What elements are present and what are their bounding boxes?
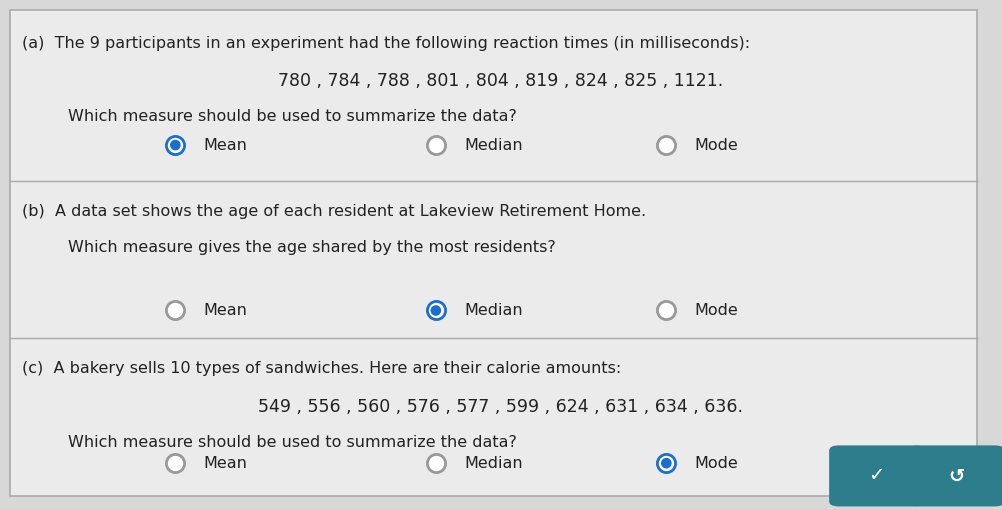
Text: Mode: Mode (694, 456, 738, 471)
Text: (b)  A data set shows the age of each resident at Lakeview Retirement Home.: (b) A data set shows the age of each res… (22, 204, 646, 218)
Text: ↺: ↺ (949, 466, 965, 486)
Point (167, 459, 183, 467)
Point (658, 459, 674, 467)
Point (167, 141, 183, 149)
Text: Median: Median (464, 137, 523, 153)
Point (658, 141, 674, 149)
Point (428, 141, 444, 149)
Text: 780 , 784 , 788 , 801 , 804 , 819 , 824 , 825 , 1121.: 780 , 784 , 788 , 801 , 804 , 819 , 824 … (279, 72, 723, 90)
Text: (a)  The 9 participants in an experiment had the following reaction times (in mi: (a) The 9 participants in an experiment … (22, 36, 750, 50)
Text: Mean: Mean (203, 303, 247, 318)
Point (428, 459, 444, 467)
Text: ✓: ✓ (869, 466, 885, 486)
Text: Median: Median (464, 303, 523, 318)
Text: (c)  A bakery sells 10 types of sandwiches. Here are their calorie amounts:: (c) A bakery sells 10 types of sandwiche… (22, 361, 621, 376)
Point (658, 459, 674, 467)
Text: Mean: Mean (203, 456, 247, 471)
Text: Mode: Mode (694, 137, 738, 153)
Text: Which measure should be used to summarize the data?: Which measure should be used to summariz… (68, 435, 517, 449)
Point (428, 306, 444, 315)
FancyBboxPatch shape (909, 445, 1002, 506)
Point (167, 141, 183, 149)
Text: Median: Median (464, 456, 523, 471)
FancyBboxPatch shape (10, 10, 977, 496)
Text: 549 , 556 , 560 , 576 , 577 , 599 , 624 , 631 , 634 , 636.: 549 , 556 , 560 , 576 , 577 , 599 , 624 … (259, 398, 743, 416)
Point (658, 306, 674, 315)
Point (167, 306, 183, 315)
Text: Which measure gives the age shared by the most residents?: Which measure gives the age shared by th… (68, 240, 556, 255)
FancyBboxPatch shape (829, 445, 924, 506)
Text: Which measure should be used to summarize the data?: Which measure should be used to summariz… (68, 109, 517, 124)
Text: Mode: Mode (694, 303, 738, 318)
Point (428, 306, 444, 315)
Text: Mean: Mean (203, 137, 247, 153)
